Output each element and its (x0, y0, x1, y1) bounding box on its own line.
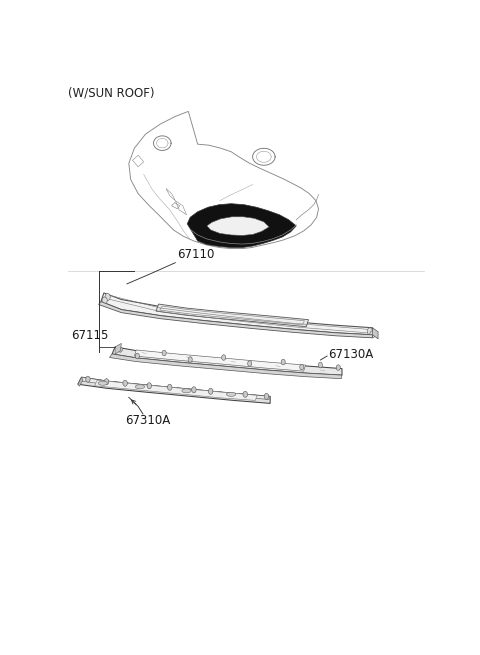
Polygon shape (134, 350, 305, 371)
Circle shape (147, 383, 152, 389)
Polygon shape (79, 377, 270, 400)
Polygon shape (78, 377, 270, 403)
Circle shape (336, 365, 340, 370)
Circle shape (367, 328, 372, 335)
Circle shape (248, 361, 252, 366)
Circle shape (85, 376, 90, 383)
Ellipse shape (98, 381, 108, 385)
Text: (W/SUN ROOF): (W/SUN ROOF) (68, 86, 155, 99)
Circle shape (208, 388, 213, 394)
Circle shape (281, 360, 285, 365)
Circle shape (118, 346, 122, 352)
Ellipse shape (182, 389, 191, 393)
Circle shape (300, 364, 304, 370)
Circle shape (188, 357, 192, 362)
Circle shape (264, 393, 269, 400)
Circle shape (135, 353, 139, 359)
Polygon shape (115, 343, 121, 354)
Circle shape (162, 350, 166, 356)
Text: 67115: 67115 (71, 329, 108, 343)
Polygon shape (187, 204, 296, 248)
Polygon shape (109, 354, 342, 379)
Circle shape (104, 379, 109, 384)
Ellipse shape (135, 384, 144, 389)
Polygon shape (207, 217, 269, 235)
Circle shape (370, 331, 375, 338)
Circle shape (168, 384, 172, 390)
Circle shape (192, 386, 196, 393)
Ellipse shape (227, 392, 236, 396)
Polygon shape (101, 293, 372, 335)
Circle shape (102, 297, 107, 304)
Circle shape (123, 380, 127, 386)
Polygon shape (112, 347, 342, 375)
Text: 67110: 67110 (177, 248, 215, 261)
Polygon shape (372, 328, 378, 339)
Polygon shape (160, 306, 304, 325)
Circle shape (318, 362, 323, 368)
Polygon shape (78, 377, 83, 386)
Text: 67310A: 67310A (125, 414, 170, 427)
Circle shape (105, 293, 110, 301)
Text: 67130A: 67130A (328, 348, 373, 362)
Circle shape (243, 391, 248, 398)
Polygon shape (99, 301, 372, 338)
Polygon shape (95, 380, 257, 400)
Polygon shape (156, 304, 309, 327)
Circle shape (222, 355, 226, 360)
